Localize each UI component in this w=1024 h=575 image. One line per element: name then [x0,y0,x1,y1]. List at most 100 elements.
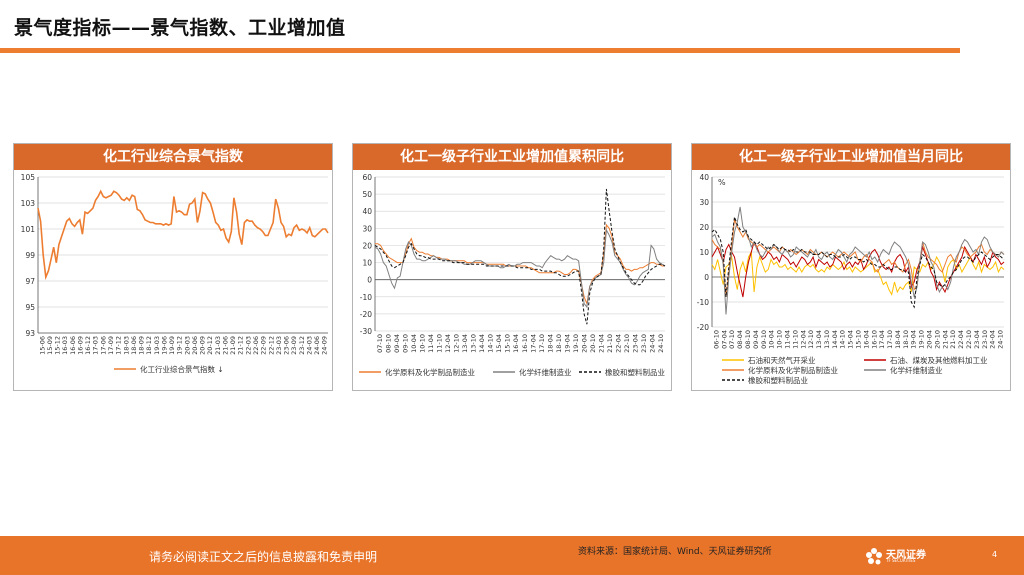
x-tick-label: 11-04 [783,330,791,349]
x-tick-label: 18-09 [138,336,146,355]
x-tick-label: 18-04 [894,330,902,349]
y-tick-label: 30 [699,198,709,207]
company-logo: 天风证券 TF SECURITIES [864,545,944,569]
y-tick-label: 93 [25,329,35,338]
logo-icon [866,548,882,565]
x-tick-label: 17-10 [538,334,546,353]
series-line [711,206,1005,315]
footer-bar: 请务必阅读正文之后的信息披露和免责申明 资料来源：国家统计局、Wind、天风证券… [0,536,1024,575]
x-tick-label: 21-04 [598,334,606,353]
legend-label: 化工行业综合景气指数 ↓ [140,364,224,374]
x-tick-label: 20-04 [926,330,934,349]
x-tick-label: 12-04 [799,330,807,349]
x-tick-label: 20-10 [933,330,941,349]
x-tick-label: 11-10 [791,330,799,349]
x-tick-label: 16-06 [69,336,77,355]
x-tick-label: 24-09 [321,336,329,355]
x-tick-label: 18-03 [122,336,130,355]
x-tick-label: 22-03 [244,336,252,355]
x-tick-label: 08-10 [384,334,392,353]
y-tick-label: -20 [360,310,372,319]
y-tick-label: 0 [704,273,709,282]
y-tick-label: 20 [699,223,709,232]
x-tick-label: 11-04 [427,334,435,353]
series-line [711,250,1005,296]
x-tick-label: 12-10 [807,330,815,349]
y-tick-label: 103 [21,199,36,208]
x-tick-label: 23-10 [640,334,648,353]
legend-label: 化学纤维制造业 [519,367,572,377]
x-tick-label: 12-04 [444,334,452,353]
x-tick-label: 13-04 [815,330,823,349]
x-tick-label: 16-03 [61,336,69,355]
legend-label: 化学纤维制造业 [890,365,943,375]
x-tick-label: 19-12 [176,336,184,355]
series-line [711,240,1005,298]
x-tick-label: 17-03 [92,336,100,355]
x-tick-label: 23-03 [275,336,283,355]
legend-label: 化学原料及化学制品制造业 [748,365,838,375]
x-tick-label: 09-04 [393,334,401,353]
x-tick-label: 23-04 [973,330,981,349]
y-tick-label: -10 [360,293,372,302]
x-tick-label: 22-06 [252,336,260,355]
x-tick-label: 16-09 [76,336,84,355]
series-line [711,216,1005,309]
y-tick-label: -20 [697,323,709,332]
x-tick-label: 21-10 [949,330,957,349]
x-tick-label: 22-10 [965,330,973,349]
x-tick-label: 23-06 [283,336,291,355]
x-tick-label: 24-10 [657,334,665,353]
x-tick-label: 20-10 [589,334,597,353]
x-tick-label: 21-10 [606,334,614,353]
x-tick-label: 19-10 [918,330,926,349]
x-tick-label: 23-12 [298,336,306,355]
x-tick-label: 16-04 [862,330,870,349]
legend-label: 橡胶和塑料制品业 [748,375,808,385]
x-tick-label: 24-04 [649,334,657,353]
x-tick-label: 13-04 [461,334,469,353]
y-unit-label: % [718,178,726,187]
disclaimer-text: 请务必阅读正文之后的信息披露和免责申明 [149,550,378,564]
x-tick-label: 16-12 [84,336,92,355]
chart-monthly-yoy: -20 -10 0 10 20 30 40% 06-10 07-04 07-10 08-04 08-1… [697,173,1005,385]
title-rule [0,48,960,53]
panel-title: 化工一级子行业工业增加值累积同比 [353,144,671,170]
x-tick-label: 21-12 [237,336,245,355]
x-tick-label: 18-12 [145,336,153,355]
x-tick-label: 22-04 [615,334,623,353]
x-tick-label: 19-04 [910,330,918,349]
x-tick-label: 09-10 [760,330,768,349]
legend-label: 橡胶和塑料制品业 [605,367,665,377]
x-tick-label: 13-10 [823,330,831,349]
x-tick-label: 10-04 [410,334,418,353]
y-tick-label: -10 [697,298,709,307]
panel-composite-index: 化工行业综合景气指数 93 95 97 99 101 103 105 15-06 15-09 15… [13,143,333,391]
x-tick-label: 08-04 [736,330,744,349]
legend-label: 石油、煤炭及其他燃料加工业 [890,355,988,365]
x-tick-label: 20-04 [580,334,588,353]
panel-title: 化工一级子行业工业增加值当月同比 [692,144,1010,170]
y-tick-label: 101 [21,225,36,234]
series-line [374,228,666,309]
x-tick-label: 18-10 [555,334,563,353]
x-tick-label: 15-06 [38,336,46,355]
x-tick-label: 17-04 [878,330,886,349]
logo-sub: TF SECURITIES [886,558,916,563]
x-tick-label: 08-10 [744,330,752,349]
x-tick-label: 18-06 [130,336,138,355]
x-tick-label: 13-10 [470,334,478,353]
x-tick-label: 20-06 [191,336,199,355]
x-tick-label: 24-03 [305,336,313,355]
x-tick-label: 16-04 [512,334,520,353]
x-tick-label: 10-10 [418,334,426,353]
y-tick-label: 60 [362,173,372,182]
x-tick-label: 09-04 [752,330,760,349]
x-tick-label: 23-10 [981,330,989,349]
x-tick-label: 22-10 [623,334,631,353]
x-tick-label: 21-06 [221,336,229,355]
y-tick-label: -30 [360,327,372,336]
x-tick-label: 19-10 [572,334,580,353]
x-tick-label: 15-09 [46,336,54,355]
x-tick-label: 24-10 [997,330,1005,349]
